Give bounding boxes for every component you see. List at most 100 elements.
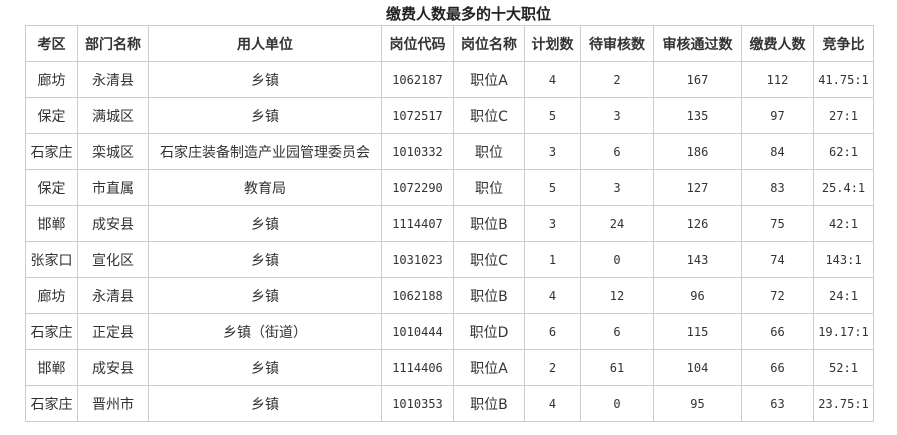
cell-employer: 石家庄装备制造产业园管理委员会 — [148, 133, 382, 170]
header-approved-count: 审核通过数 — [653, 25, 742, 62]
cell-position-name: 职位D — [453, 313, 525, 350]
cell-paid-count: 63 — [741, 385, 814, 422]
cell-position-name: 职位C — [453, 97, 525, 134]
cell-competition-ratio: 27:1 — [813, 97, 874, 134]
cell-department: 正定县 — [77, 313, 149, 350]
cell-competition-ratio: 52:1 — [813, 349, 874, 386]
cell-pending-count: 61 — [580, 349, 654, 386]
cell-position-code: 1072517 — [381, 97, 454, 134]
cell-position-name: 职位C — [453, 241, 525, 278]
cell-plan-count: 6 — [524, 313, 581, 350]
cell-exam-area: 邯郸 — [25, 349, 78, 386]
cell-paid-count: 66 — [741, 349, 814, 386]
cell-employer: 乡镇（街道） — [148, 313, 382, 350]
table-row: 保定 满城区 乡镇 1072517 职位C 5 3 135 97 27:1 — [25, 97, 874, 134]
table-row: 邯郸 成安县 乡镇 1114407 职位B 3 24 126 75 42:1 — [25, 205, 874, 242]
cell-paid-count: 97 — [741, 97, 814, 134]
cell-competition-ratio: 62:1 — [813, 133, 874, 170]
table-row: 张家口 宣化区 乡镇 1031023 职位C 1 0 143 74 143:1 — [25, 241, 874, 278]
cell-position-code: 1062188 — [381, 277, 454, 314]
table-row: 邯郸 成安县 乡镇 1114406 职位A 2 61 104 66 52:1 — [25, 349, 874, 386]
table-row: 廊坊 永清县 乡镇 1062187 职位A 4 2 167 112 41.75:1 — [25, 61, 874, 98]
header-position-code: 岗位代码 — [381, 25, 454, 62]
cell-position-code: 1010444 — [381, 313, 454, 350]
cell-position-name: 职位 — [453, 133, 525, 170]
cell-exam-area: 张家口 — [25, 241, 78, 278]
table-title: 缴费人数最多的十大职位 — [385, 5, 551, 23]
cell-paid-count: 112 — [741, 61, 814, 98]
cell-position-name: 职位A — [453, 349, 525, 386]
cell-employer: 乡镇 — [148, 241, 382, 278]
cell-pending-count: 6 — [580, 133, 654, 170]
header-pending-count: 待审核数 — [580, 25, 654, 62]
cell-department: 永清县 — [77, 61, 149, 98]
cell-paid-count: 66 — [741, 313, 814, 350]
cell-position-code: 1114406 — [381, 349, 454, 386]
cell-approved-count: 135 — [653, 97, 742, 134]
cell-competition-ratio: 19.17:1 — [813, 313, 874, 350]
header-paid-count: 缴费人数 — [741, 25, 814, 62]
header-department: 部门名称 — [77, 25, 149, 62]
cell-exam-area: 廊坊 — [25, 61, 78, 98]
cell-employer: 乡镇 — [148, 385, 382, 422]
cell-pending-count: 12 — [580, 277, 654, 314]
cell-approved-count: 96 — [653, 277, 742, 314]
table-row: 石家庄 栾城区 石家庄装备制造产业园管理委员会 1010332 职位 3 6 186 84 62:… — [25, 133, 874, 170]
cell-position-code: 1031023 — [381, 241, 454, 278]
cell-competition-ratio: 25.4:1 — [813, 169, 874, 206]
table-row: 保定 市直属 教育局 1072290 职位 5 3 127 83 25.4:1 — [25, 169, 874, 206]
cell-employer: 乡镇 — [148, 61, 382, 98]
cell-pending-count: 24 — [580, 205, 654, 242]
cell-competition-ratio: 42:1 — [813, 205, 874, 242]
cell-pending-count: 0 — [580, 241, 654, 278]
cell-competition-ratio: 24:1 — [813, 277, 874, 314]
cell-approved-count: 167 — [653, 61, 742, 98]
table-row: 石家庄 晋州市 乡镇 1010353 职位B 4 0 95 63 23.75:1 — [25, 385, 874, 422]
cell-paid-count: 75 — [741, 205, 814, 242]
cell-position-code: 1062187 — [381, 61, 454, 98]
cell-exam-area: 廊坊 — [25, 277, 78, 314]
cell-exam-area: 石家庄 — [25, 385, 78, 422]
cell-pending-count: 0 — [580, 385, 654, 422]
cell-plan-count: 4 — [524, 277, 581, 314]
cell-position-code: 1010332 — [381, 133, 454, 170]
cell-plan-count: 3 — [524, 205, 581, 242]
cell-employer: 乡镇 — [148, 349, 382, 386]
cell-plan-count: 2 — [524, 349, 581, 386]
cell-department: 满城区 — [77, 97, 149, 134]
cell-paid-count: 84 — [741, 133, 814, 170]
cell-employer: 乡镇 — [148, 277, 382, 314]
cell-position-name: 职位B — [453, 385, 525, 422]
cell-department: 晋州市 — [77, 385, 149, 422]
cell-approved-count: 95 — [653, 385, 742, 422]
cell-exam-area: 石家庄 — [25, 133, 78, 170]
cell-competition-ratio: 41.75:1 — [813, 61, 874, 98]
header-competition-ratio: 竞争比 — [813, 25, 874, 62]
cell-exam-area: 石家庄 — [25, 313, 78, 350]
header-plan-count: 计划数 — [524, 25, 581, 62]
cell-paid-count: 72 — [741, 277, 814, 314]
cell-position-code: 1114407 — [381, 205, 454, 242]
header-employer: 用人单位 — [148, 25, 382, 62]
header-row: 考区 部门名称 用人单位 岗位代码 岗位名称 计划数 待审核数 审核通过数 缴费人数 竞争比 — [25, 25, 874, 62]
header-position-name: 岗位名称 — [453, 25, 525, 62]
cell-plan-count: 3 — [524, 133, 581, 170]
cell-position-name: 职位B — [453, 205, 525, 242]
cell-plan-count: 5 — [524, 169, 581, 206]
table-row: 石家庄 正定县 乡镇（街道） 1010444 职位D 6 6 115 66 19.17:1 — [25, 313, 874, 350]
cell-pending-count: 3 — [580, 97, 654, 134]
cell-pending-count: 3 — [580, 169, 654, 206]
cell-approved-count: 143 — [653, 241, 742, 278]
cell-position-name: 职位B — [453, 277, 525, 314]
cell-department: 栾城区 — [77, 133, 149, 170]
cell-position-name: 职位A — [453, 61, 525, 98]
cell-competition-ratio: 23.75:1 — [813, 385, 874, 422]
cell-exam-area: 邯郸 — [25, 205, 78, 242]
cell-competition-ratio: 143:1 — [813, 241, 874, 278]
cell-department: 成安县 — [77, 349, 149, 386]
cell-position-code: 1010353 — [381, 385, 454, 422]
top-positions-table: 考区 部门名称 用人单位 岗位代码 岗位名称 计划数 待审核数 审核通过数 缴费人数 竞争比 廊坊… — [25, 25, 874, 422]
cell-department: 宣化区 — [77, 241, 149, 278]
cell-approved-count: 104 — [653, 349, 742, 386]
cell-position-code: 1072290 — [381, 169, 454, 206]
